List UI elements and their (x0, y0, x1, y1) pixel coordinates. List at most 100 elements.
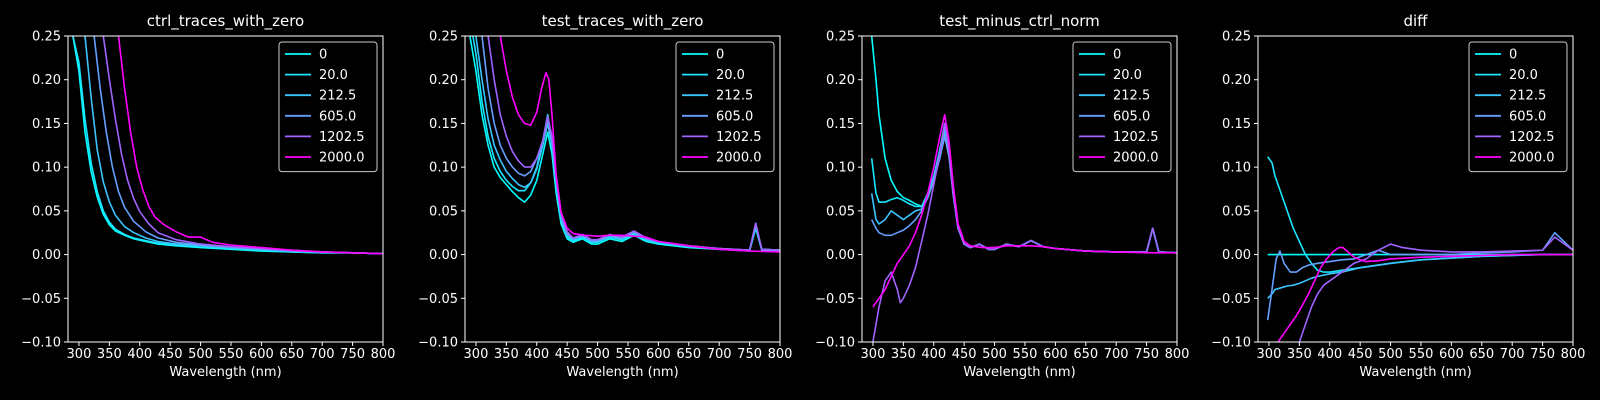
y-tick-label: 0.20 (826, 73, 855, 88)
legend-label: 0 (1509, 48, 1517, 63)
legend-label: 605.0 (1509, 109, 1546, 124)
y-tick-label: 0.00 (429, 248, 458, 263)
chart-title: ctrl_traces_with_zero (147, 12, 304, 31)
y-tick-label: 0.15 (826, 117, 855, 132)
x-tick-label: 350 (494, 347, 519, 362)
x-tick-label: 650 (676, 347, 701, 362)
series-line-2000-0 (499, 36, 780, 253)
x-tick-label: 550 (1013, 347, 1038, 362)
legend-label: 20.0 (319, 68, 348, 83)
x-tick-label: 300 (464, 347, 489, 362)
legend-label: 1202.5 (1509, 130, 1555, 145)
y-tick-label: −0.10 (815, 336, 855, 351)
y-tick-label: −0.05 (418, 292, 458, 307)
x-tick-label: 400 (1317, 347, 1342, 362)
x-axis-label: Wavelength (nm) (566, 365, 678, 380)
y-tick-label: −0.05 (21, 292, 61, 307)
series-group (72, 36, 383, 255)
series-group (469, 36, 780, 253)
x-tick-label: 800 (371, 347, 396, 362)
chart-title: test_minus_ctrl_norm (939, 12, 1100, 31)
chart-panel-2: 300 350 400 450 500 550 600 650 700 750 800 0.25 0.2… (418, 12, 792, 380)
x-tick-label: 700 (707, 347, 732, 362)
y-tick-label: 0.15 (429, 117, 458, 132)
x-tick-label: 350 (1287, 347, 1312, 362)
x-tick-label: 600 (1439, 347, 1464, 362)
legend: 0 20.0 212.5 605.0 1202.5 2000.0 (278, 41, 378, 173)
legend-label: 605.0 (716, 109, 753, 124)
y-tick-label: 0.05 (1222, 204, 1251, 219)
x-tick-label: 450 (555, 347, 580, 362)
series-line-1202-5 (1298, 236, 1573, 342)
y-tick-label: 0.15 (1222, 117, 1251, 132)
x-tick-label: 500 (585, 347, 610, 362)
series-line-2000-0 (872, 113, 1177, 308)
series-group (1266, 156, 1573, 342)
x-tick-label: 800 (768, 347, 793, 362)
x-tick-label: 450 (1348, 347, 1373, 362)
legend-label: 212.5 (319, 89, 356, 104)
plot-frame (861, 35, 1178, 343)
y-tick-label: 0.00 (1222, 248, 1251, 263)
legend-label: 212.5 (1113, 89, 1150, 104)
y-tick-label: 0.10 (826, 161, 855, 176)
legend-label: 2000.0 (716, 151, 762, 166)
legend-label: 0 (1113, 48, 1121, 63)
legend: 0 20.0 212.5 605.0 1202.5 2000.0 (1072, 41, 1172, 173)
series-line-20-0 (72, 36, 383, 255)
chart-panel-3: 300 350 400 450 500 550 600 650 700 750 800 0.25 0.2… (815, 12, 1189, 380)
y-tick-label: 0.10 (1222, 161, 1251, 176)
x-tick-label: 700 (1500, 347, 1525, 362)
legend-label: 0 (319, 48, 327, 63)
x-tick-label: 400 (524, 347, 549, 362)
series-line-212-5 (475, 36, 780, 251)
x-axis-label: Wavelength (nm) (1359, 365, 1471, 380)
plot-frame (464, 35, 781, 343)
x-tick-label: 550 (219, 347, 244, 362)
legend: 0 20.0 212.5 605.0 1202.5 2000.0 (1468, 41, 1568, 173)
x-tick-label: 500 (982, 347, 1007, 362)
x-tick-label: 450 (158, 347, 183, 362)
legend-label: 20.0 (1509, 68, 1538, 83)
x-tick-label: 750 (1530, 347, 1555, 362)
x-tick-label: 650 (1469, 347, 1494, 362)
y-tick-label: 0.20 (429, 73, 458, 88)
x-tick-label: 700 (310, 347, 335, 362)
y-tick-label: 0.00 (32, 248, 61, 263)
x-tick-label: 750 (340, 347, 365, 362)
series-group (870, 36, 1177, 342)
legend-label: 0 (716, 48, 724, 63)
chart-title: diff (1403, 12, 1428, 30)
y-tick-label: 0.05 (826, 204, 855, 219)
x-tick-label: 600 (249, 347, 274, 362)
x-tick-label: 500 (188, 347, 213, 362)
x-tick-label: 650 (1073, 347, 1098, 362)
y-tick-label: −0.05 (1211, 292, 1251, 307)
legend: 0 20.0 212.5 605.0 1202.5 2000.0 (675, 41, 775, 173)
legend-label: 20.0 (1113, 68, 1142, 83)
x-tick-label: 350 (97, 347, 122, 362)
legend-label: 1202.5 (716, 130, 762, 145)
series-line-2000-0 (117, 36, 383, 255)
y-tick-label: 0.25 (32, 30, 61, 45)
y-tick-label: −0.10 (1211, 336, 1251, 351)
x-tick-label: 400 (921, 347, 946, 362)
legend-label: 2000.0 (1113, 151, 1159, 166)
x-tick-label: 350 (891, 347, 916, 362)
x-tick-label: 800 (1165, 347, 1190, 362)
x-tick-label: 700 (1104, 347, 1129, 362)
legend-label: 605.0 (319, 109, 356, 124)
y-tick-label: 0.05 (32, 204, 61, 219)
x-axis-label: Wavelength (nm) (963, 365, 1075, 380)
x-tick-label: 650 (279, 347, 304, 362)
y-tick-label: 0.20 (1222, 73, 1251, 88)
y-tick-label: 0.05 (429, 204, 458, 219)
y-tick-label: 0.15 (32, 117, 61, 132)
y-tick-label: −0.10 (418, 336, 458, 351)
y-tick-label: 0.00 (826, 248, 855, 263)
legend-label: 605.0 (1113, 109, 1150, 124)
y-tick-label: 0.20 (32, 73, 61, 88)
x-tick-label: 750 (1134, 347, 1159, 362)
chart-title: test_traces_with_zero (542, 12, 704, 31)
